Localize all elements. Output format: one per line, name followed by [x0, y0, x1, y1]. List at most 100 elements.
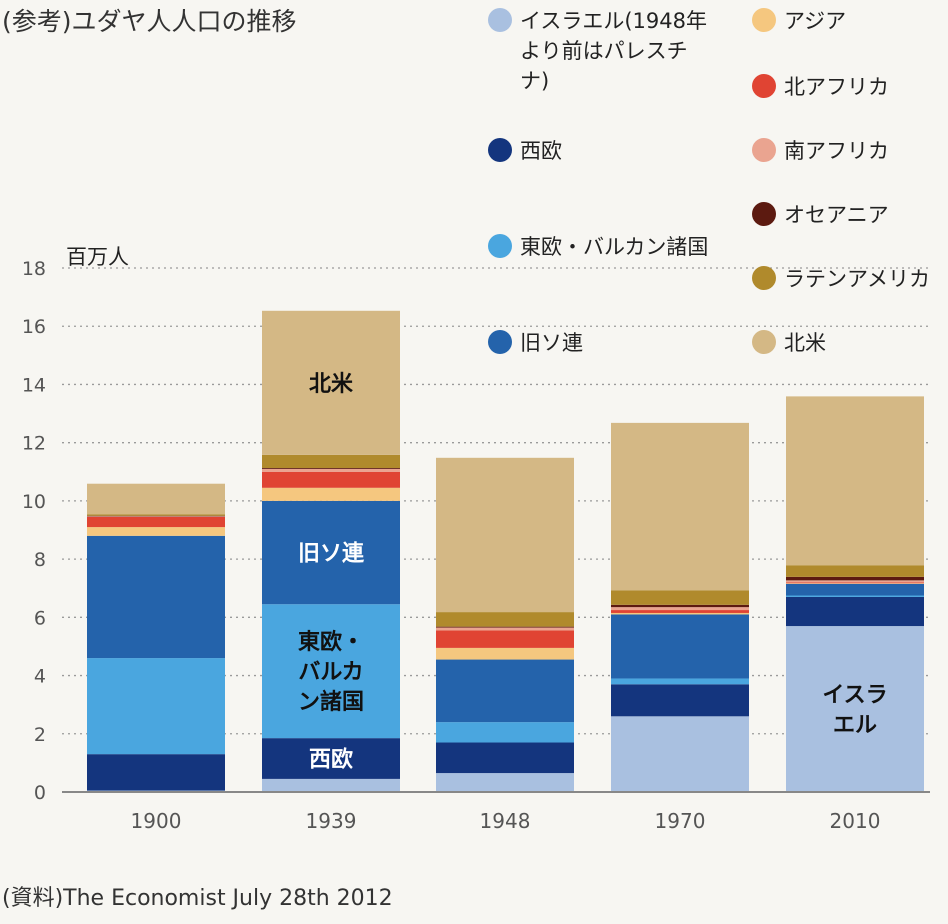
legend-label: 東欧・バルカン諸国: [520, 232, 708, 262]
bar-segment: [436, 457, 574, 613]
legend-item: 西欧: [488, 136, 562, 166]
bar-segment: [786, 565, 924, 577]
y-tick-label: 0: [34, 782, 46, 804]
bar-segment: [262, 468, 400, 472]
legend-label: 北米: [784, 328, 826, 358]
x-tick-label: 2010: [830, 809, 881, 833]
y-tick-label: 10: [22, 491, 46, 513]
bar-segment: [611, 678, 749, 685]
legend-item: 北米: [752, 328, 826, 358]
y-tick-label: 4: [34, 666, 46, 688]
legend-swatch: [488, 330, 512, 354]
bar-segment: [611, 716, 749, 792]
bar-segment: [611, 610, 749, 613]
legend-item: オセアニア: [752, 200, 889, 230]
legend-label: オセアニア: [784, 200, 889, 230]
bar-segment: [611, 684, 749, 717]
bar-segment: [87, 516, 225, 517]
legend-swatch: [752, 74, 776, 98]
bar-segment: [262, 778, 400, 792]
x-tick-label: 1900: [131, 809, 182, 833]
segment-label: エル: [833, 713, 877, 738]
segment-label: 北米: [309, 372, 354, 397]
bar-segment: [262, 500, 400, 605]
bar-segment: [436, 612, 574, 627]
legend-item: 東欧・バルカン諸国: [488, 232, 708, 262]
bar-segment: [786, 583, 924, 584]
bar-segment: [436, 659, 574, 723]
y-tick-label: 14: [22, 374, 46, 396]
chart-title: (参考)ユダヤ人人口の推移: [2, 7, 297, 36]
bar-segment: [611, 614, 749, 679]
bar-segment: [436, 626, 574, 628]
bar-segment: [262, 454, 400, 468]
bar-segment: [436, 627, 574, 631]
bar-segment: [436, 742, 574, 774]
bar-segment: [87, 514, 225, 516]
bar-segment: [786, 626, 924, 792]
bar-segment: [262, 310, 400, 455]
source-note: (資料)The Economist July 28th 2012: [2, 886, 393, 911]
y-tick-label: 2: [34, 724, 46, 746]
segment-label: ン諸国: [298, 689, 364, 715]
bar-segment: [611, 590, 749, 605]
legend-swatch: [488, 8, 512, 32]
bar-segment: [611, 612, 749, 615]
legend-label-line: 西欧: [520, 139, 562, 163]
legend-swatch: [752, 202, 776, 226]
legend-label-line: 北アフリカ: [784, 75, 889, 99]
legend-swatch: [488, 138, 512, 162]
legend-label-line: ナ): [520, 69, 550, 93]
axes: 0 2 4 6 8 10 12 14 16 18 百万人 1900 1939 1948 1970 2010: [22, 245, 930, 833]
legend-swatch: [752, 266, 776, 290]
segment-label: 西欧: [309, 747, 353, 773]
bar-segment: [611, 604, 749, 608]
bar-segment: [262, 487, 400, 501]
bar-segment: [611, 607, 749, 611]
bars: [87, 310, 924, 792]
legend-label-line: より前はパレスチ: [520, 39, 688, 63]
bar-segment: [87, 527, 225, 536]
bar-segment: [611, 422, 749, 591]
bar-segment: [87, 535, 225, 659]
bar-segment: [436, 630, 574, 648]
bar-segment: [87, 754, 225, 791]
legend-item: イスラエル(1948年 より前はパレスチ ナ): [488, 6, 707, 96]
legend-label-line: アジア: [784, 9, 847, 33]
x-tick-label: 1970: [655, 809, 706, 833]
bar-segment: [262, 471, 400, 488]
bar-segment: [87, 515, 225, 517]
x-tick-label: 1939: [306, 809, 357, 833]
y-tick-label: 12: [22, 433, 46, 455]
legend-label-line: オセアニア: [784, 203, 889, 227]
x-tick-label: 1948: [480, 809, 531, 833]
legend-item: 旧ソ連: [488, 328, 583, 358]
legend-label: 北アフリカ: [784, 72, 889, 102]
legend-item: 南アフリカ: [752, 136, 889, 166]
legend-label-line: 旧ソ連: [520, 331, 583, 355]
bar-segment: [786, 576, 924, 581]
bar-segment: [786, 596, 924, 627]
legend-swatch: [488, 234, 512, 258]
legend-swatch: [752, 8, 776, 32]
segment-label: 旧ソ連: [298, 542, 365, 567]
segment-label: バルカ: [298, 660, 363, 685]
bar-segment: [262, 604, 400, 739]
y-tick-label: 16: [22, 316, 46, 338]
bar-segment: [262, 467, 400, 469]
legend-label: 西欧: [520, 136, 562, 166]
legend-label-line: イスラエル(1948年: [520, 9, 708, 33]
legend-label: 旧ソ連: [520, 328, 583, 358]
legend-swatch: [752, 138, 776, 162]
bar-segment: [436, 773, 574, 792]
y-tick-label: 18: [22, 258, 46, 280]
legend-label-line: ラテンアメリカ: [784, 267, 930, 291]
bar-segment: [436, 722, 574, 743]
segment-label: イスラ: [822, 683, 887, 708]
legend-label: イスラエル(1948年 より前はパレスチ ナ): [520, 6, 707, 96]
legend-item: ラテンアメリカ: [752, 264, 930, 294]
y-axis-label: 百万人: [66, 245, 129, 269]
y-tick-label: 6: [34, 607, 46, 629]
